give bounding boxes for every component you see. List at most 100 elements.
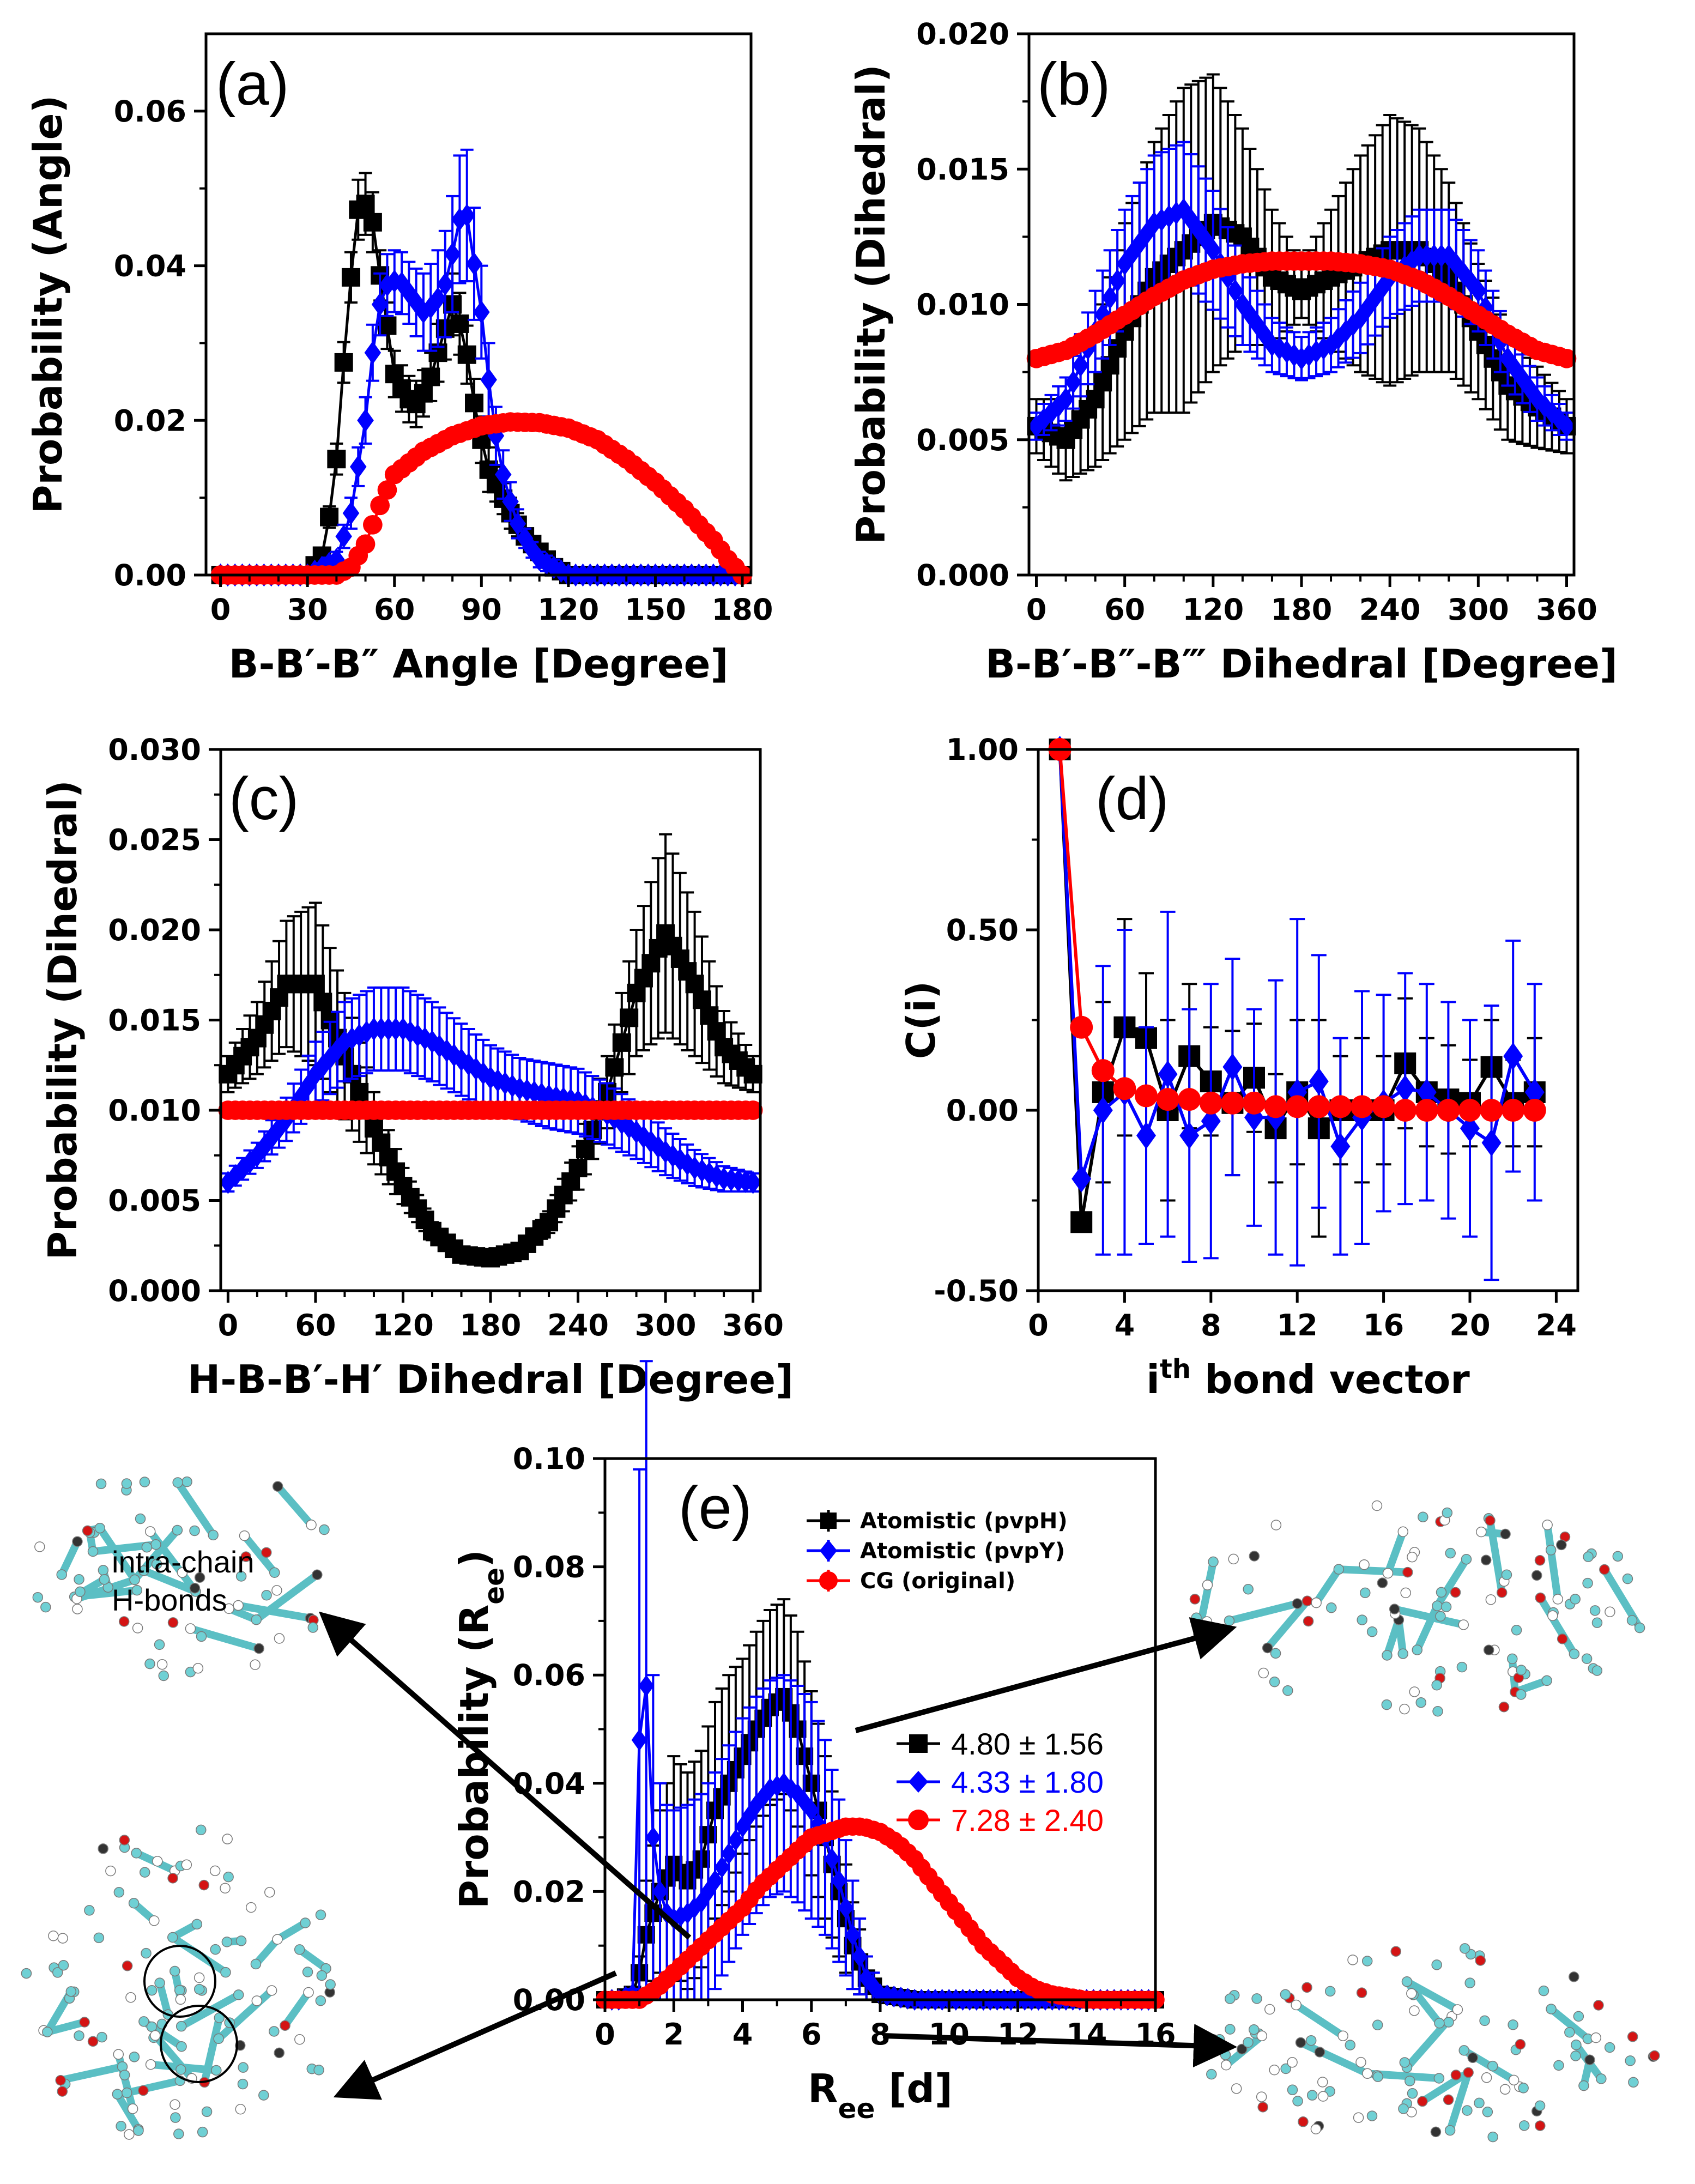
y-axis-label-e: Probability (Ree): [451, 1550, 510, 1909]
point-d-pvpY: [1395, 1075, 1415, 1103]
hbond-annotation-line1: intra-chain: [112, 1545, 254, 1579]
ytick-label-c: 0.000: [108, 1274, 201, 1308]
point-b-pvpY: [1204, 238, 1222, 262]
panel-b: 0 60 120 180 240 300 360 0.000 0.005 0.010 0.015 0.…: [848, 17, 1618, 687]
point-b-pvpY: [1256, 323, 1273, 347]
legend-marker-pvpH: [820, 1513, 837, 1529]
point-a-pvpY: [538, 552, 555, 575]
point-e-pvpY: [824, 1848, 840, 1870]
point-d-cg: [1480, 1099, 1503, 1122]
point-c-pvpH: [568, 1158, 588, 1177]
point-b-pvpY: [1374, 276, 1391, 299]
ytick-label-a: 0.04: [114, 249, 186, 283]
point-d-cg: [1091, 1059, 1115, 1082]
point-a-pvpY: [509, 512, 526, 536]
point-a-pvpY: [349, 455, 367, 479]
x-axis-label-e: Ree [d]: [808, 2066, 953, 2125]
arrow-to-top-left-molecule: [318, 1611, 692, 1940]
point-c-pvpY: [416, 1027, 433, 1050]
point-a-pvpY: [429, 287, 446, 311]
point-a-cg: [370, 495, 390, 516]
point-d-cg: [1156, 1088, 1179, 1111]
point-c-pvpH: [707, 1022, 726, 1041]
panel-a: 0 30 60 90 120 150 180 0.00 0.02 0.04 0.06 B-B′-B″ …: [25, 32, 773, 687]
xtick-label-d: 20: [1449, 1308, 1490, 1342]
point-b-pvpY: [1307, 340, 1325, 364]
point-a-pvpY: [480, 368, 497, 392]
point-d-pvpY: [1072, 1165, 1092, 1193]
point-a-pvpY: [458, 204, 476, 227]
point-d-cg: [1329, 1095, 1352, 1118]
ytick-label-d: 0.50: [946, 913, 1019, 947]
point-b-pvpY: [1322, 333, 1340, 357]
xtick-label-a: 150: [625, 592, 686, 627]
xtick-label-a: 0: [210, 592, 231, 627]
stat-pvpH: 4.80 ± 1.56: [951, 1727, 1104, 1761]
ytick-label-e: 0.04: [513, 1766, 585, 1801]
point-b-pvpY: [1345, 313, 1361, 336]
point-d-cg: [1437, 1099, 1460, 1122]
point-c-pvpH: [306, 975, 325, 994]
xtick-label-e: 12: [997, 2017, 1038, 2052]
point-b-pvpY: [1064, 370, 1082, 394]
ytick-label-d: 0.00: [946, 1093, 1019, 1128]
point-a-pvpH: [320, 507, 339, 527]
point-e-pvpY: [851, 1945, 868, 1968]
point-b-pvpY: [1558, 414, 1575, 438]
stat-entry-pvpH: 4.80 ± 1.56: [897, 1727, 1104, 1761]
point-a-pvpY: [502, 489, 519, 513]
point-e-pvpY: [721, 1842, 737, 1865]
ytick-label-c: 0.025: [108, 823, 201, 857]
line-a-pvpH: [220, 202, 743, 577]
series-c-cg: [218, 1100, 763, 1120]
point-b-pvpY: [1234, 293, 1251, 316]
point-e-pvpY: [652, 1880, 668, 1903]
panel-label-c: (c): [229, 765, 299, 832]
series-a-pvpY: [212, 148, 751, 587]
ytick-label-c: 0.005: [108, 1184, 201, 1218]
point-b-pvpY: [1153, 208, 1170, 232]
hbond-circle-1: [143, 1945, 216, 2018]
point-b-pvpY: [1352, 306, 1369, 330]
xtick-label-e: 10: [929, 2017, 970, 2052]
point-b-pvpY: [1448, 253, 1465, 276]
xtick-label-b: 180: [1271, 592, 1333, 627]
plot-frame-a: [204, 32, 753, 577]
point-a-pvpY: [364, 341, 382, 365]
point-a-pvpY: [320, 552, 338, 575]
xtick-label-a: 180: [712, 592, 773, 627]
point-c-pvpH: [612, 1033, 631, 1052]
point-d-pvpY: [1460, 1115, 1480, 1142]
point-b-pvpY: [1551, 408, 1568, 431]
point-e-pvpY: [631, 1729, 647, 1751]
point-c-pvpH: [620, 1008, 639, 1027]
ytick-label-d: -0.50: [934, 1274, 1019, 1308]
point-d-pvpY: [1222, 1053, 1243, 1081]
point-b-pvpY: [1506, 357, 1524, 380]
x-axis-label-a: B-B′-B″ Angle [Degree]: [229, 641, 729, 687]
point-b-pvpY: [1123, 242, 1141, 265]
point-d-cg: [1286, 1095, 1309, 1118]
xtick-label-e: 6: [801, 2017, 822, 2052]
point-c-pvpH: [576, 1140, 595, 1159]
point-a-pvpY: [371, 293, 389, 316]
point-c-pvpY: [504, 1074, 521, 1098]
point-b-pvpY: [1146, 211, 1163, 235]
point-d-cg: [1221, 1091, 1244, 1115]
point-a-pvpY: [357, 409, 374, 432]
point-c-pvpH: [700, 1006, 719, 1025]
point-b-pvpY: [1470, 279, 1487, 303]
xtick-label-e: 14: [1066, 2017, 1107, 2052]
arrows: [318, 1611, 1237, 2100]
x-axis-label-d: ith bond vector: [1146, 1354, 1470, 1402]
point-a-pvpH: [414, 384, 433, 403]
point-a-pvpH: [327, 450, 346, 469]
ytick-label-d: 1.00: [946, 733, 1019, 767]
point-c-pvpH: [692, 990, 711, 1009]
stat-cg: 7.28 ± 2.40: [951, 1803, 1104, 1837]
xtick-label-c: 60: [295, 1308, 336, 1342]
point-c-pvpY: [234, 1157, 251, 1181]
point-c-pvpY: [300, 1074, 317, 1097]
ytick-label-e: 0.08: [513, 1550, 585, 1584]
ytick-label-b: 0.005: [916, 423, 1009, 457]
